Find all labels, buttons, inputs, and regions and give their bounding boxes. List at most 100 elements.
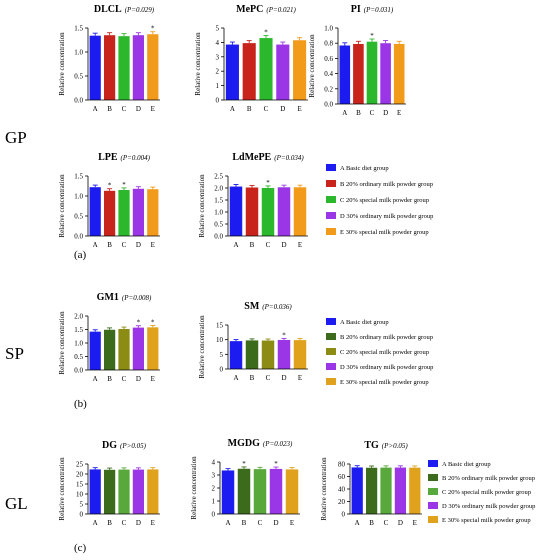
x-tick-label: E (151, 519, 155, 527)
significance-mark: * (137, 319, 141, 327)
bar-d (277, 339, 291, 369)
y-tick-label: 0.5 (74, 213, 83, 221)
bar-c (261, 340, 275, 369)
y-axis-label: Relative concentration (58, 457, 66, 521)
x-tick-label: B (250, 241, 255, 249)
bar-a (229, 341, 243, 369)
y-axis-label: Relative concentration (320, 457, 328, 521)
x-tick-label: D (398, 519, 403, 527)
bar-a (339, 45, 351, 104)
x-tick-label: E (151, 241, 155, 249)
bar-b (103, 190, 116, 236)
y-tick-label: 1.0 (324, 25, 333, 33)
bar-d (269, 468, 283, 514)
x-tick-label: E (151, 375, 155, 383)
x-tick-label: C (266, 374, 271, 382)
y-axis-label: Relative concentration (58, 311, 66, 375)
bar-b (103, 469, 116, 514)
legend-swatch (326, 164, 336, 171)
bar-b (103, 35, 116, 101)
bar-e (147, 34, 159, 100)
y-tick-label: 25 (76, 461, 84, 469)
legend-entry: C 20% special milk powder group (340, 349, 429, 356)
section-label-sp: SP (5, 344, 24, 363)
x-tick-label: A (233, 241, 238, 249)
y-tick-label: 2 (212, 485, 216, 493)
chart-sm: SM (P=0.036) Relative concentration 0 5 10 15 A… (198, 301, 308, 382)
y-tick-label: 0.4 (324, 70, 333, 78)
charts-layer: DLCL (P=0.029) Relative concentration 0.0 0.… (58, 4, 422, 527)
legend-entry: B 20% ordinary milk powder group (340, 334, 433, 341)
significance-mark: * (242, 460, 246, 468)
significance-mark: * (274, 460, 278, 468)
bar-b (103, 329, 116, 370)
legend-swatch (326, 363, 336, 370)
y-tick-label: 60 (338, 473, 346, 481)
bar-c (261, 188, 275, 236)
y-tick-label: 5 (220, 351, 224, 359)
chart-p-value: (P=0.021) (266, 6, 296, 14)
chart-title-name: DLCL (94, 4, 122, 15)
x-tick-label: A (225, 519, 230, 527)
x-tick-label: D (136, 241, 141, 249)
x-tick-label: E (297, 105, 301, 113)
bar-c (259, 38, 273, 100)
bar-e (285, 469, 299, 514)
significance-mark: * (266, 179, 270, 187)
y-axis-label: Relative concentration (198, 315, 206, 379)
y-tick-label: 15 (216, 322, 224, 330)
x-tick-label: A (230, 105, 235, 113)
legend-entry: D 30% ordinary milk powder group (340, 213, 433, 220)
y-tick-label: 2.0 (74, 313, 83, 321)
x-tick-label: C (122, 519, 127, 527)
bar-a (89, 469, 101, 514)
chart-title: MePC (P=0.021) (236, 4, 296, 15)
legend-entry: E 30% special milk powder group (442, 517, 531, 524)
y-tick-label: 0.0 (74, 233, 83, 241)
y-tick-label: 1.0 (74, 193, 83, 201)
legend-a: A Basic diet group B 20% ordinary milk po… (326, 164, 433, 236)
legend-entry: B 20% ordinary milk powder group (340, 181, 433, 188)
x-tick-label: A (93, 519, 98, 527)
bar-d (132, 188, 145, 236)
legend-entry: C 20% special milk powder group (340, 197, 429, 204)
y-tick-label: 0.2 (324, 85, 333, 93)
legend-swatch (428, 502, 438, 509)
chart-title-name: SM (244, 301, 260, 312)
legend-swatch (326, 378, 336, 385)
x-tick-label: B (247, 105, 252, 113)
bar-c (118, 328, 130, 370)
x-tick-label: C (384, 519, 389, 527)
bar-b (245, 340, 259, 369)
x-tick-label: C (122, 241, 127, 249)
bar-c (366, 41, 378, 104)
y-tick-label: 1.5 (214, 197, 223, 205)
significance-mark: * (122, 181, 126, 189)
chart-mepc: MePC (P=0.021) Relative concentration 0 1 2 3 4… (194, 4, 308, 113)
x-tick-label: A (93, 241, 98, 249)
x-tick-label: C (122, 105, 127, 113)
section-label-gl: GL (5, 494, 28, 513)
chart-title-name: LPE (98, 152, 118, 163)
y-tick-label: 1 (212, 498, 216, 506)
bar-e (409, 467, 421, 514)
x-tick-label: B (356, 109, 361, 117)
chart-title-name: MePC (236, 4, 263, 15)
chart-lpe: LPE (P=0.004) Relative concentration 0.0 0.5… (58, 152, 160, 249)
bar-b (242, 43, 256, 100)
x-tick-label: B (107, 519, 112, 527)
bar-d (394, 467, 407, 514)
legend-entry: A Basic diet group (442, 461, 491, 468)
y-tick-label: 10 (216, 336, 224, 344)
y-tick-label: 40 (338, 486, 346, 494)
bar-a (89, 35, 101, 100)
y-tick-label: 0.0 (214, 233, 223, 241)
y-tick-label: 4 (212, 459, 216, 467)
y-tick-label: 15 (76, 481, 84, 489)
y-tick-label: 0 (80, 511, 84, 519)
chart-p-value: (P=0.036) (262, 303, 292, 311)
chart-tg: TG (P>0.05) Relative concentration 0 20 40 60 8… (320, 440, 422, 527)
bar-e (147, 327, 159, 370)
x-tick-label: D (281, 241, 286, 249)
legend-swatch (326, 333, 336, 340)
